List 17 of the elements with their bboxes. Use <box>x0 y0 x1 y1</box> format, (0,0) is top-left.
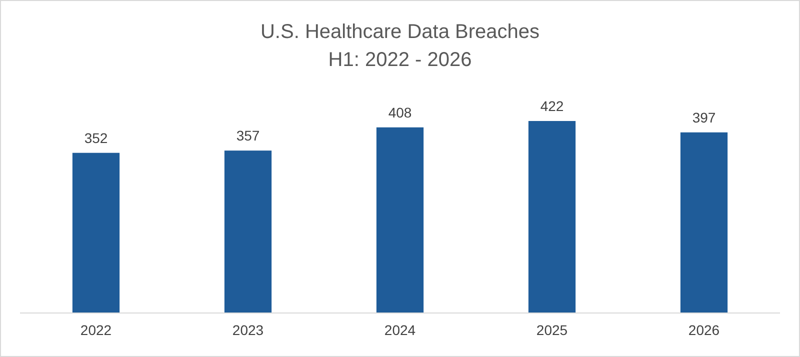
data-label: 357 <box>236 128 260 144</box>
x-tick-label: 2024 <box>384 322 416 338</box>
chart-subtitle: H1: 2022 - 2026 <box>328 49 472 71</box>
chart-title: U.S. Healthcare Data Breaches <box>260 21 540 43</box>
x-tick-label: 2022 <box>80 322 112 338</box>
bar <box>680 132 728 313</box>
data-label: 408 <box>388 104 412 120</box>
bar <box>528 121 576 313</box>
x-tick-label: 2025 <box>536 322 568 338</box>
bar <box>224 150 272 313</box>
x-tick-label: 2026 <box>688 322 720 338</box>
data-label: 352 <box>84 130 108 146</box>
bar <box>72 152 120 313</box>
x-tick-label: 2023 <box>232 322 264 338</box>
data-label: 397 <box>692 109 716 126</box>
data-label: 422 <box>540 98 564 114</box>
bar <box>376 127 424 313</box>
